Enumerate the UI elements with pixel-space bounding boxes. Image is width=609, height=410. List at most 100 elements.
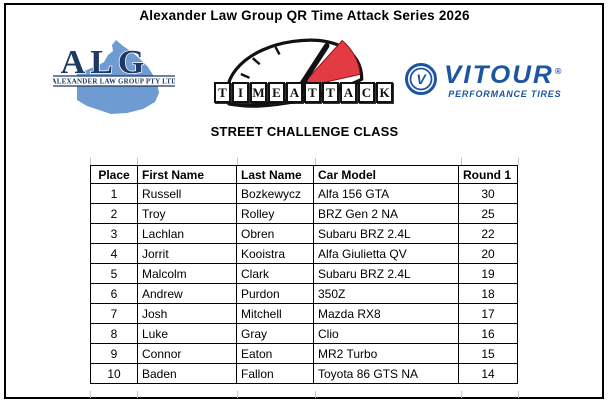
table-cell: 6 [90,283,138,304]
table-row: 6 Andrew Purdon 350Z 18 [90,283,518,304]
table-cell: Jorrit [137,243,237,264]
table-cell: 4 [90,243,138,264]
table-cell: Josh [137,303,237,324]
table-cell: Andrew [137,283,237,304]
table-row: 5 Malcolm Clark Subaru BRZ 2.4L 19 [90,263,518,284]
table-cell: 350Z [313,283,459,304]
gridline-stub [315,158,316,165]
table-cell: 16 [458,323,518,344]
gridline-stub [518,158,519,165]
table-cell: Clio [313,323,459,344]
table-cell: Mazda RX8 [313,303,459,324]
table-cell: Subaru BRZ 2.4L [313,263,459,284]
table-cell: Troy [137,203,237,224]
table-cell: Russell [137,183,237,204]
vitour-logo: V VITOUR® PERFORMANCE TIRES [404,55,600,103]
column-header: Last Name [236,165,314,184]
alg-logo: ALG ALEXANDER LAW GROUP PTY LTD [52,38,176,115]
table-cell: 20 [458,243,518,264]
table-cell: 8 [90,323,138,344]
queensland-map-icon: ALG ALEXANDER LAW GROUP PTY LTD [52,40,176,114]
column-header: Round 1 [458,165,518,184]
table-row: 2 Troy Rolley BRZ Gen 2 NA 25 [90,203,518,224]
table-row: 7 Josh Mitchell Mazda RX8 17 [90,303,518,324]
alg-acronym: ALG [61,44,150,81]
timeattack-letter-tile: T [214,82,231,103]
results-table-header: Place First Name Last Name Car Model Round 1 [90,165,518,184]
table-cell: BRZ Gen 2 NA [313,203,459,224]
vitour-brand: VITOUR® [444,58,562,89]
timeattack-letter-tile: I [232,82,249,103]
table-cell: 18 [458,283,518,304]
table-cell: Obren [236,223,314,244]
timeattack-letter-tile: A [340,82,357,103]
table-cell: 2 [90,203,138,224]
table-cell: MR2 Turbo [313,343,459,364]
table-cell: 19 [458,263,518,284]
table-cell: 30 [458,183,518,204]
timeattack-letter-tile: K [376,82,393,103]
table-cell: 22 [458,223,518,244]
timeattack-letter-tile: T [304,82,321,103]
table-cell: 9 [90,343,138,364]
table-row: 4 Jorrit Kooistra Alfa Giulietta QV 20 [90,243,518,264]
vitour-text: VITOUR® PERFORMANCE TIRES [444,58,561,101]
timeattack-letter-tile: T [322,82,339,103]
timeattack-letter-tile: C [358,82,375,103]
table-cell: Alfa Giulietta QV [313,243,459,264]
gridline-stub [518,391,519,398]
table-cell: Baden [137,363,237,384]
gridline-stub [237,158,238,165]
gridline-stub [137,391,138,398]
gridline-stub [137,158,138,165]
table-cell: 5 [90,263,138,284]
vitour-brand-word: VITOUR [444,59,554,89]
table-cell: 14 [458,363,518,384]
table-cell: Gray [236,323,314,344]
registered-mark: ® [554,66,562,76]
table-area: Place First Name Last Name Car Model Round 1… [90,158,519,398]
table-cell: 25 [458,203,518,224]
table-cell: Rolley [236,203,314,224]
table-cell: 3 [90,223,138,244]
gridline-stub [237,391,238,398]
table-cell: Mitchell [236,303,314,324]
table-row: 8 Luke Gray Clio 16 [90,323,518,344]
table-cell: Lachlan [137,223,237,244]
table-row: 1 Russell Bozkewycz Alfa 156 GTA 30 [90,183,518,204]
timeattack-letter-tile: M [250,82,267,103]
timeattack-letter-tile: E [268,82,285,103]
table-cell: Luke [137,323,237,344]
table-row: 9 Connor Eaton MR2 Turbo 15 [90,343,518,364]
table-cell: Alfa 156 GTA [313,183,459,204]
results-table: Place First Name Last Name Car Model Round 1… [90,165,518,384]
gridline-stub [461,391,462,398]
gridline-stub [90,391,91,398]
table-cell: 10 [90,363,138,384]
alg-band-text: ALEXANDER LAW GROUP PTY LTD [53,78,175,86]
column-header: First Name [137,165,237,184]
table-cell: Fallon [236,363,314,384]
page-border [4,3,604,399]
timeattack-letter-tile: A [286,82,303,103]
header-row: Place First Name Last Name Car Model Round 1 [90,165,518,184]
table-cell: Purdon [236,283,314,304]
table-cell: 1 [90,183,138,204]
gridline-stub [90,158,91,165]
table-row: 3 Lachlan Obren Subaru BRZ 2.4L 22 [90,223,518,244]
column-header: Car Model [313,165,459,184]
table-cell: 15 [458,343,518,364]
gridline-stub [315,391,316,398]
table-cell: Malcolm [137,263,237,284]
gridline-stub [461,158,462,165]
results-table-body: 1 Russell Bozkewycz Alfa 156 GTA 30 2 Troy Roll… [90,183,518,384]
table-cell: Eaton [236,343,314,364]
vitour-badge-icon: V [405,63,437,95]
column-header: Place [90,165,138,184]
table-cell: 17 [458,303,518,324]
vitour-tagline: PERFORMANCE TIRES [448,89,562,100]
table-cell: Toyota 86 GTS NA [313,363,459,384]
table-cell: 7 [90,303,138,324]
